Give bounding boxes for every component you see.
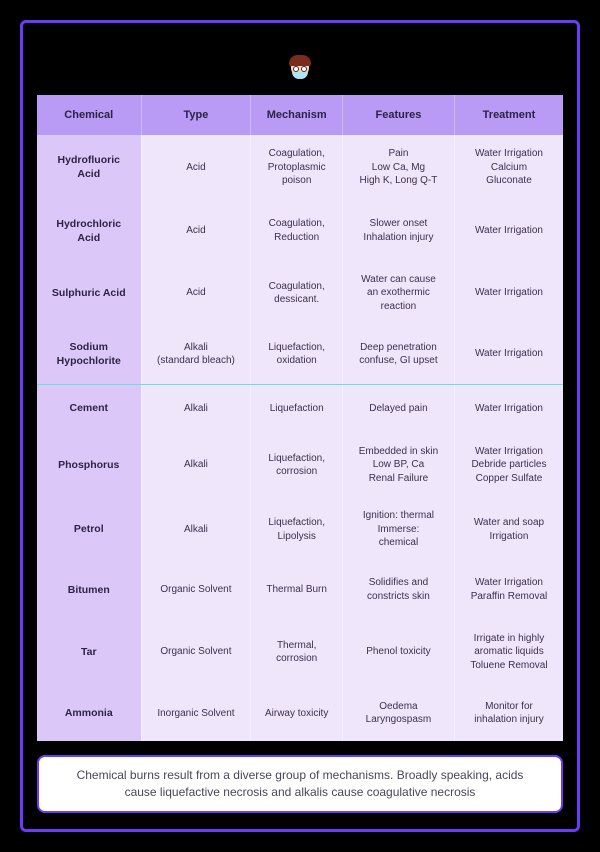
cell-type: Acid [141,200,251,262]
cell-type: Acid [141,262,251,324]
cell-features: Phenol toxicity [342,619,454,686]
cell-features: Pain Low Ca, Mg High K, Long Q-T [342,135,454,200]
col-mechanism: Mechanism [251,95,343,135]
cell-mechanism: Coagulation, Protoplasmic poison [251,135,343,200]
col-type: Type [141,95,251,135]
cell-features: Delayed pain [342,384,454,431]
cell-features: Oedema Laryngospasm [342,685,454,741]
cell-mechanism: Liquefaction, corrosion [251,432,343,499]
cell-treatment: Irrigate in highly aromatic liquids Tolu… [454,619,563,686]
cell-type: Alkali (standard bleach) [141,324,251,384]
cell-mechanism: Liquefaction, oxidation [251,324,343,384]
cell-type: Organic Solvent [141,619,251,686]
cell-features: Solidifies and constricts skin [342,561,454,619]
cell-treatment: Water and soap Irrigation [454,498,563,560]
cell-chemical: Ammonia [37,685,141,741]
cell-type: Organic Solvent [141,561,251,619]
table-row: Tar Organic Solvent Thermal, corrosion P… [37,619,563,686]
cell-mechanism: Liquefaction, Lipolysis [251,498,343,560]
cell-type: Acid [141,135,251,200]
table-body: Hydrofluoric Acid Acid Coagulation, Prot… [37,135,563,741]
cell-mechanism: Coagulation, dessicant. [251,262,343,324]
cell-features: Water can cause an exothermic reaction [342,262,454,324]
cell-treatment: Water Irrigation [454,200,563,262]
cell-chemical: Bitumen [37,561,141,619]
table-row: Hydrofluoric Acid Acid Coagulation, Prot… [37,135,563,200]
cell-treatment: Water Irrigation [454,262,563,324]
table-row: Phosphorus Alkali Liquefaction, corrosio… [37,432,563,499]
chemical-burns-table: Chemical Type Mechanism Features Treatme… [37,95,563,741]
cell-features: Ignition: thermal Immerse: chemical [342,498,454,560]
cell-type: Inorganic Solvent [141,685,251,741]
avatar-row [37,55,563,89]
cell-chemical: Sulphuric Acid [37,262,141,324]
cell-chemical: Hydrochloric Acid [37,200,141,262]
cell-treatment: Water Irrigation [454,324,563,384]
cell-mechanism: Thermal Burn [251,561,343,619]
cell-treatment: Water Irrigation Debride particles Coppe… [454,432,563,499]
table-row: Sodium Hypochlorite Alkali (standard ble… [37,324,563,384]
cell-treatment: Water Irrigation Calcium Gluconate [454,135,563,200]
cell-chemical: Phosphorus [37,432,141,499]
cell-mechanism: Liquefaction [251,384,343,431]
cell-treatment: Water Irrigation Paraffin Removal [454,561,563,619]
table-row: Cement Alkali Liquefaction Delayed pain … [37,384,563,431]
cell-chemical: Tar [37,619,141,686]
col-features: Features [342,95,454,135]
table-row: Sulphuric Acid Acid Coagulation, dessica… [37,262,563,324]
summary-note: Chemical burns result from a diverse gro… [37,755,563,813]
cell-features: Embedded in skin Low BP, Ca Renal Failur… [342,432,454,499]
table-row: Bitumen Organic Solvent Thermal Burn Sol… [37,561,563,619]
cell-type: Alkali [141,384,251,431]
cell-mechanism: Thermal, corrosion [251,619,343,686]
cell-features: Slower onset Inhalation injury [342,200,454,262]
cell-features: Deep penetration confuse, GI upset [342,324,454,384]
cell-chemical: Petrol [37,498,141,560]
col-treatment: Treatment [454,95,563,135]
table-header-row: Chemical Type Mechanism Features Treatme… [37,95,563,135]
cell-chemical: Cement [37,384,141,431]
table-row: Ammonia Inorganic Solvent Airway toxicit… [37,685,563,741]
cell-type: Alkali [141,498,251,560]
cell-mechanism: Coagulation, Reduction [251,200,343,262]
cell-chemical: Hydrofluoric Acid [37,135,141,200]
page-root: Chemical Type Mechanism Features Treatme… [0,0,600,852]
content-frame: Chemical Type Mechanism Features Treatme… [20,20,580,832]
cell-mechanism: Airway toxicity [251,685,343,741]
col-chemical: Chemical [37,95,141,135]
cell-chemical: Sodium Hypochlorite [37,324,141,384]
table-row: Hydrochloric Acid Acid Coagulation, Redu… [37,200,563,262]
cell-treatment: Water Irrigation [454,384,563,431]
cell-type: Alkali [141,432,251,499]
table-row: Petrol Alkali Liquefaction, Lipolysis Ig… [37,498,563,560]
doctor-avatar-icon [283,55,317,89]
cell-treatment: Monitor for inhalation injury [454,685,563,741]
